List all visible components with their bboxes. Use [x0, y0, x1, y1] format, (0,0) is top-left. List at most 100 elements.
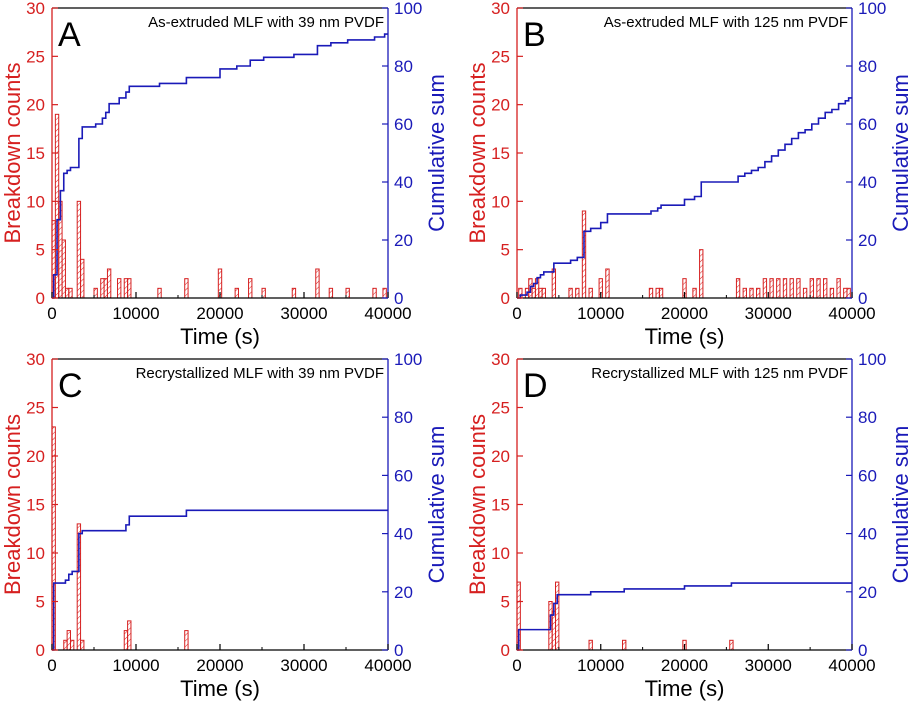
breakdown-bar [106, 268, 112, 299]
right-y-tick-label: 0 [858, 641, 867, 660]
breakdown-bar [103, 278, 108, 299]
panel-a: 0 10000 20000 30000 400000510152025300204060… [0, 0, 449, 349]
right-y-tick-label: 0 [394, 641, 403, 660]
breakdown-bar [605, 268, 610, 299]
breakdown-bar [127, 278, 132, 299]
breakdown-bar [248, 278, 253, 299]
right-y-tick-label: 20 [394, 231, 413, 250]
right-y-tick-label: 80 [858, 408, 877, 427]
left-y-tick-label: 5 [36, 593, 45, 612]
breakdown-bar [729, 639, 734, 651]
left-y-tick-label: 0 [36, 641, 45, 660]
x-tick-label: 10000 [112, 304, 159, 323]
breakdown-bar [100, 278, 105, 299]
breakdown-bar [836, 278, 841, 299]
breakdown-bar [184, 278, 189, 299]
breakdown-bar [123, 630, 129, 651]
x-tick-label: 30000 [280, 656, 327, 675]
breakdown-bar [568, 287, 573, 299]
x-tick-label: 0 [47, 304, 56, 323]
right-y-tick-label: 20 [858, 231, 877, 250]
left-y-tick-label: 30 [491, 350, 510, 369]
breakdown-bar [816, 278, 821, 299]
breakdown-bar [575, 287, 580, 299]
breakdown-bar [328, 287, 334, 299]
right-y-tick-label: 0 [394, 289, 403, 308]
breakdown-bar [261, 287, 266, 299]
right-y-axis-title: Cumulative sum [424, 426, 449, 584]
breakdown-bar [66, 630, 71, 651]
panel-title: Recrystallized MLF with 125 nm PVDF [591, 365, 848, 382]
right-y-tick-label: 80 [858, 57, 877, 76]
breakdown-bar [157, 287, 162, 299]
x-axis-title: Time (s) [645, 676, 725, 701]
cumulative-sum-line [52, 33, 388, 299]
breakdown-bar [699, 249, 704, 299]
breakdown-bar [622, 639, 627, 651]
panel-b: 0 10000 20000 30000 400000510152025300204060… [465, 0, 913, 349]
right-y-tick-label: 60 [858, 115, 877, 134]
breakdown-bar [63, 639, 68, 651]
right-y-tick-label: 40 [858, 525, 877, 544]
right-y-axis-title: Cumulative sum [888, 74, 913, 232]
breakdown-bar [315, 268, 320, 299]
breakdown-bar [655, 287, 660, 299]
breakdown-bar [80, 639, 85, 651]
left-y-tick-label: 25 [26, 399, 45, 418]
right-y-tick-label: 20 [394, 583, 413, 602]
left-y-axis-title: Breakdown counts [465, 63, 490, 244]
breakdown-bar [64, 287, 70, 299]
breakdown-bar [749, 287, 754, 299]
x-tick-label: 40000 [364, 304, 411, 323]
breakdown-bar [291, 287, 297, 299]
x-tick-label: 40000 [364, 656, 411, 675]
left-y-axis-title: Breakdown counts [0, 63, 25, 244]
left-y-tick-label: 20 [26, 447, 45, 466]
panel-title: As-extruded MLF with 39 nm PVDF [148, 14, 384, 31]
breakdown-bar [588, 287, 593, 299]
right-y-tick-label: 100 [394, 0, 422, 18]
x-tick-label: 0 [512, 304, 521, 323]
x-tick-label: 20000 [196, 656, 243, 675]
breakdown-bar [692, 287, 697, 299]
right-y-axis-title: Cumulative sum [424, 74, 449, 232]
breakdown-bar [829, 287, 835, 299]
panel-letter: C [58, 367, 83, 405]
breakdown-bar [80, 258, 85, 299]
cumulative-sum-line [517, 582, 852, 651]
breakdown-bar [742, 287, 747, 299]
left-y-tick-label: 10 [26, 544, 45, 563]
panel-letter: D [523, 367, 548, 405]
left-y-tick-label: 15 [491, 496, 510, 515]
panel-letter: B [523, 16, 546, 54]
breakdown-bar [372, 287, 377, 299]
cumulative-sum-line [517, 97, 852, 299]
breakdown-bar [782, 278, 788, 299]
right-y-tick-label: 100 [858, 350, 886, 369]
x-tick-label: 30000 [745, 656, 792, 675]
breakdown-bar [127, 620, 132, 651]
left-y-tick-label: 25 [491, 399, 510, 418]
left-y-tick-label: 5 [501, 241, 510, 260]
x-axis-title: Time (s) [645, 324, 725, 349]
left-y-tick-label: 20 [26, 96, 45, 115]
right-y-tick-label: 40 [394, 173, 413, 192]
breakdown-bar [769, 278, 774, 299]
breakdown-bar [69, 639, 75, 651]
right-y-tick-label: 80 [394, 57, 413, 76]
left-y-tick-label: 10 [491, 192, 510, 211]
panel-title: Recrystallized MLF with 39 nm PVDF [136, 365, 384, 382]
x-tick-label: 0 [47, 656, 56, 675]
left-y-tick-label: 30 [26, 0, 45, 18]
left-y-tick-label: 0 [36, 289, 45, 308]
breakdown-bar [541, 287, 546, 299]
breakdown-bar [76, 200, 82, 299]
right-y-tick-label: 0 [858, 289, 867, 308]
breakdown-bar [756, 287, 761, 299]
breakdown-bar [588, 639, 593, 651]
right-y-tick-label: 100 [394, 350, 422, 369]
breakdown-bar [648, 287, 654, 299]
breakdown-bar [762, 278, 768, 299]
breakdown-bar [531, 287, 536, 299]
breakdown-bar [184, 630, 189, 651]
